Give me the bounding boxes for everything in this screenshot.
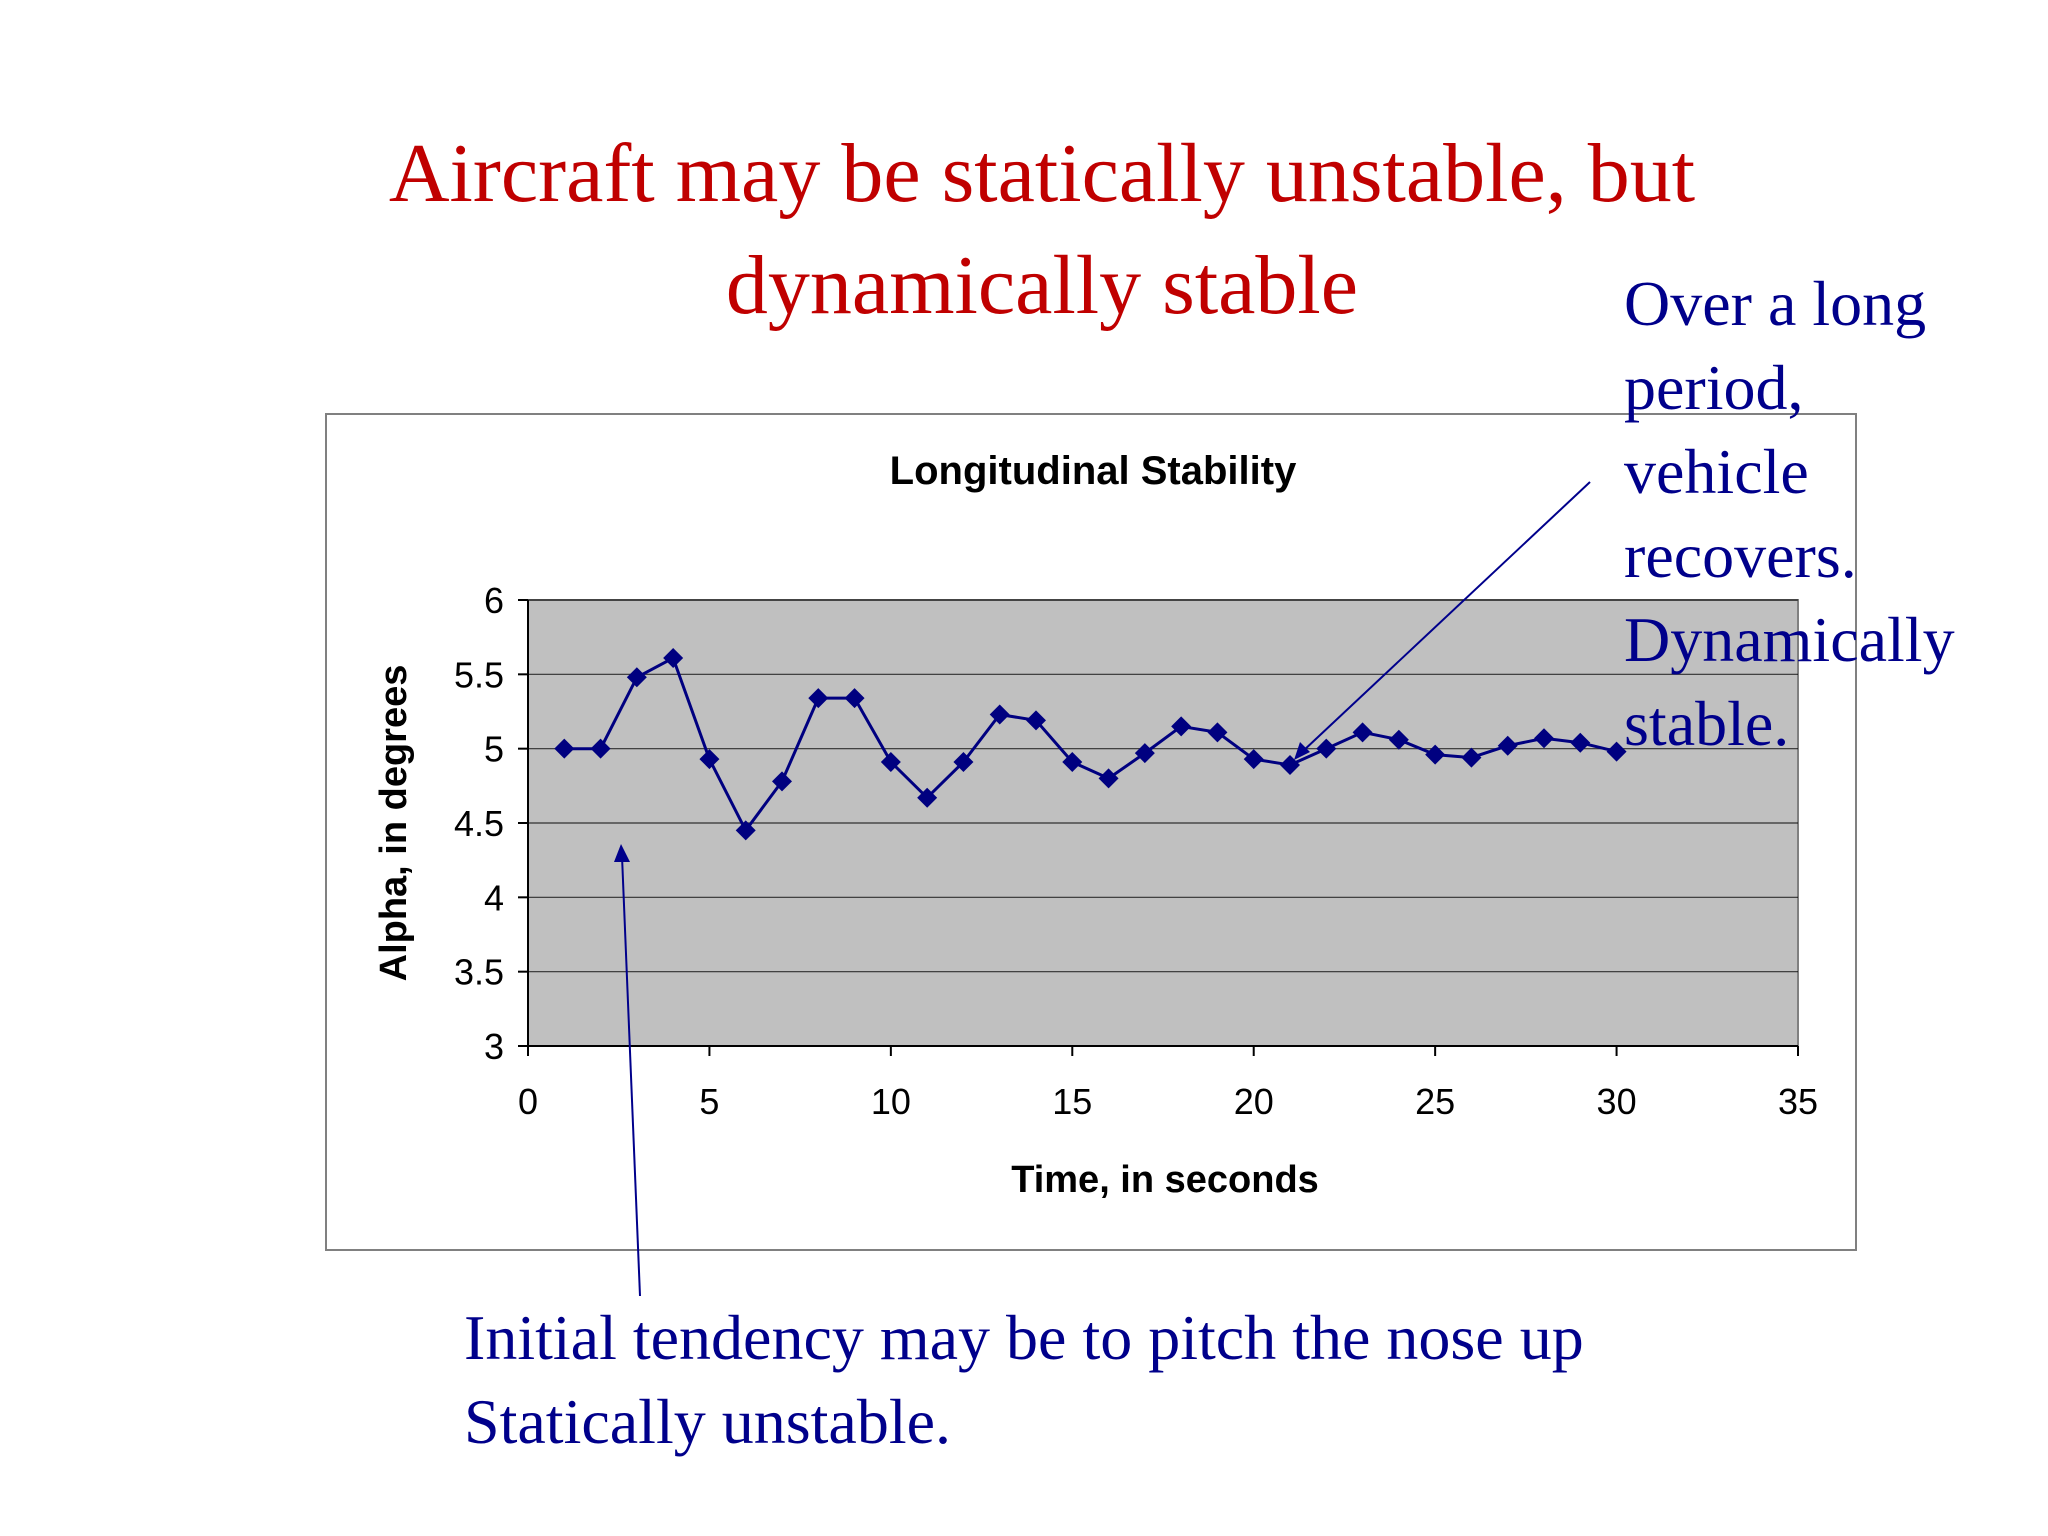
chart-title: Longitudinal Stability	[890, 449, 1297, 493]
y-tick-label-1: 3.5	[454, 952, 504, 993]
data-point-7	[772, 771, 792, 792]
x-tick-label-0: 0	[518, 1081, 538, 1122]
data-point-6	[735, 820, 756, 841]
y-tick-label-4: 5	[484, 729, 504, 770]
data-point-19	[1207, 722, 1228, 743]
recovery-arrow-line	[1301, 481, 1591, 753]
data-point-13	[989, 704, 1010, 725]
data-point-20	[1243, 749, 1264, 770]
x-tick-label-5: 25	[1415, 1081, 1455, 1122]
data-point-27	[1497, 735, 1518, 756]
data-point-26	[1461, 747, 1482, 768]
data-point-17	[1134, 743, 1155, 764]
slide-title: Aircraft may be statically unstable, but…	[0, 118, 2048, 342]
data-point-5	[699, 749, 720, 770]
dynamic-note-line-1: Over a long	[1624, 268, 1927, 339]
series-alpha	[554, 647, 1627, 841]
data-point-30	[1606, 741, 1627, 762]
data-point-22	[1316, 738, 1337, 759]
data-point-10	[880, 752, 901, 773]
data-point-24	[1388, 729, 1409, 750]
y-tick-label-0: 3	[484, 1026, 504, 1067]
data-point-11	[917, 787, 938, 808]
axes: 3 3.5 4 4.5 5 5.5 6 0 5 10 15 20 25 30 35	[454, 580, 1818, 1122]
x-axis-title: Time, in seconds	[1011, 1159, 1319, 1201]
data-point-12	[953, 752, 974, 773]
dynamic-note-line-3: vehicle	[1624, 436, 1809, 507]
slide-title-line-1: Aircraft may be statically unstable, but	[388, 127, 1696, 220]
data-point-18	[1171, 716, 1192, 737]
slide-title-line-2: dynamically stable	[725, 239, 1359, 332]
x-tick-label-4: 20	[1234, 1081, 1274, 1122]
pitch-up-arrow-head	[614, 844, 630, 862]
data-point-21	[1280, 755, 1300, 776]
dynamic-note-line-5: Dynamically	[1624, 604, 1955, 675]
y-tick-label-6: 6	[484, 580, 504, 621]
data-point-29	[1570, 732, 1591, 753]
pitch-up-arrow-line	[621, 855, 641, 1297]
data-point-2	[590, 738, 611, 759]
y-tick-label-3: 4.5	[454, 803, 504, 844]
dynamic-note-line-2: period,	[1624, 352, 1804, 423]
y-tick-label-2: 4	[484, 877, 504, 918]
x-tick-label-7: 35	[1778, 1081, 1818, 1122]
y-axis-title: Alpha, in degrees	[373, 665, 415, 982]
x-tick-label-1: 5	[699, 1081, 719, 1122]
data-point-14	[1026, 710, 1046, 731]
data-point-8	[808, 688, 829, 709]
data-point-1	[554, 738, 575, 759]
data-point-15	[1062, 752, 1083, 773]
recovery-arrow-head	[1294, 742, 1310, 760]
static-note-line-1: Initial tendency may be to pitch the nos…	[464, 1302, 1584, 1373]
data-point-23	[1352, 722, 1373, 743]
y-tick-label-5: 5.5	[454, 654, 504, 695]
data-point-28	[1534, 728, 1554, 749]
x-tick-label-6: 30	[1597, 1081, 1637, 1122]
data-point-3	[626, 667, 647, 688]
data-point-25	[1425, 744, 1446, 765]
x-tick-label-2: 10	[871, 1081, 911, 1122]
dynamic-stability-note: Over a long period, vehicle recovers. Dy…	[1624, 262, 2044, 766]
static-note-line-2: Statically unstable.	[464, 1386, 951, 1457]
data-point-4	[663, 647, 684, 668]
data-point-9	[844, 688, 865, 709]
dynamic-note-line-6: stable.	[1624, 688, 1790, 759]
data-point-16	[1098, 768, 1119, 789]
x-tick-label-3: 15	[1052, 1081, 1092, 1122]
dynamic-note-line-4: recovers.	[1624, 520, 1857, 591]
gridlines	[528, 599, 1798, 973]
static-instability-note: Initial tendency may be to pitch the nos…	[464, 1296, 1864, 1464]
